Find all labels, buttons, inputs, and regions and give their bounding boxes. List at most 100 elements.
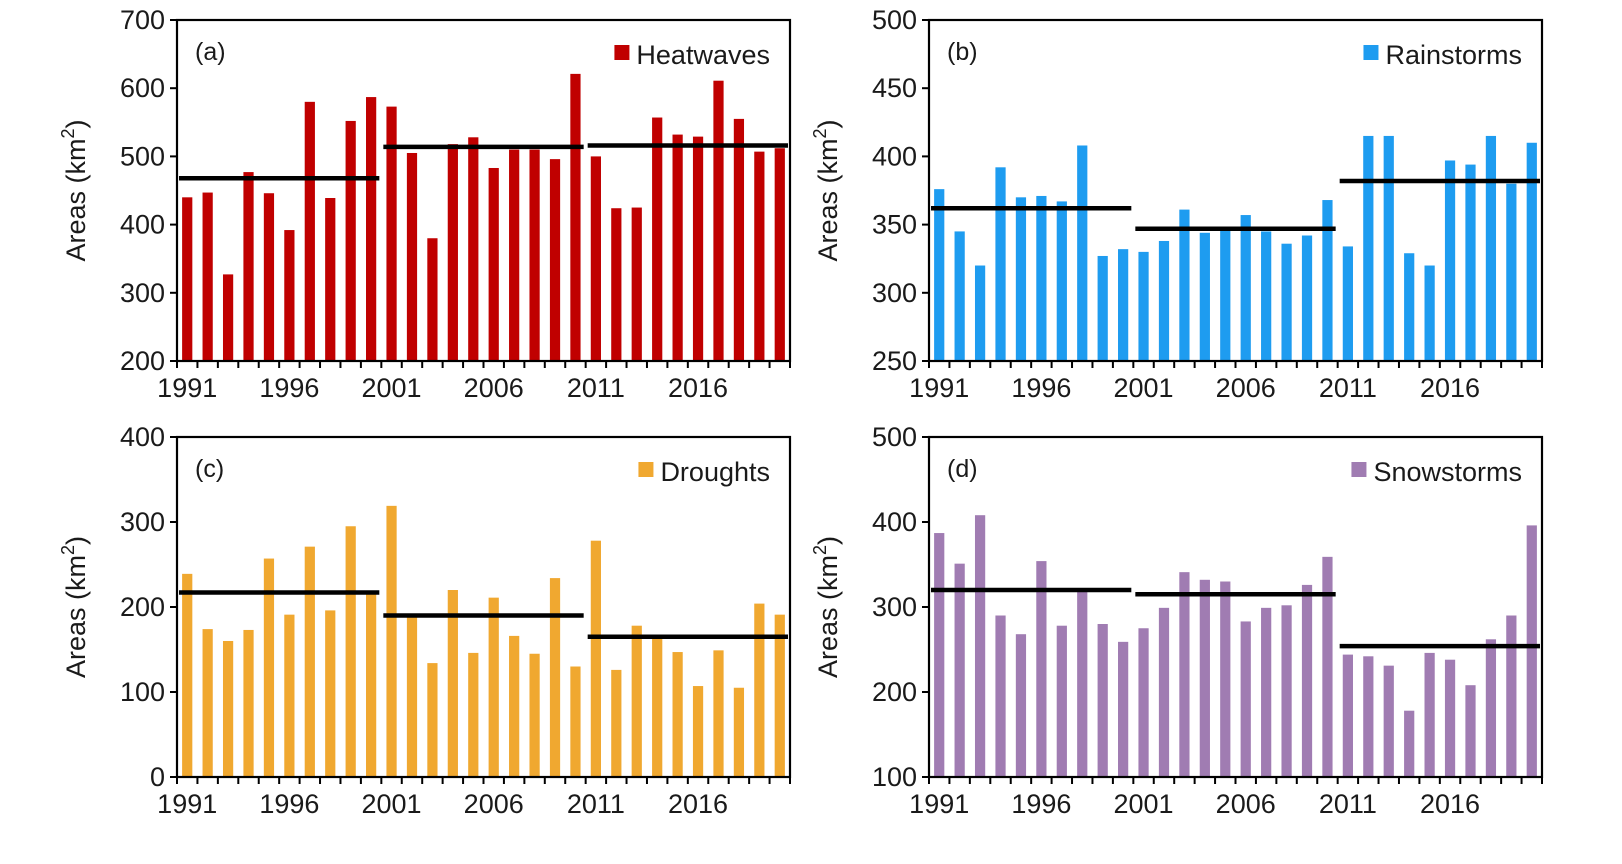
bar-2014 (1404, 710, 1415, 777)
bar-1995 (1015, 634, 1027, 777)
panel-tag: (d) (947, 455, 978, 483)
bar-2016 (692, 686, 704, 777)
bar-2013 (1383, 665, 1394, 777)
bar-1994 (995, 615, 1006, 777)
bar-2018 (733, 687, 745, 777)
bar-2013 (631, 625, 642, 777)
y-axis-label-text: Areas (km (61, 555, 91, 678)
x-tick-label: 2016 (668, 789, 728, 819)
y-tick-label: 300 (872, 278, 917, 308)
bar-2006 (488, 167, 499, 361)
bar-1993 (974, 265, 986, 361)
x-tick-label: 1996 (259, 789, 319, 819)
y-tick-label: 400 (120, 422, 165, 452)
bar-2008 (1281, 243, 1292, 361)
bar-1999 (1097, 255, 1108, 361)
y-tick-label: 400 (120, 210, 165, 240)
bar-1992 (202, 192, 213, 361)
bar-2004 (447, 144, 458, 361)
y-tick-label: 500 (872, 5, 917, 35)
bar-1997 (1056, 201, 1067, 361)
bar-2008 (1281, 605, 1292, 777)
bar-2005 (468, 137, 479, 361)
bar-1997 (304, 101, 315, 361)
bar-1994 (243, 629, 254, 777)
bar-2015 (672, 652, 683, 777)
x-tick-label: 2011 (1319, 373, 1377, 403)
legend-swatch (1363, 45, 1379, 60)
bar-2020 (774, 614, 785, 777)
y-tick-label: 700 (120, 5, 165, 35)
bar-2000 (366, 97, 377, 361)
bar-2016 (1444, 160, 1456, 361)
bar-2017 (713, 650, 724, 777)
x-tick-label: 2016 (1420, 789, 1480, 819)
bar-2009 (549, 159, 561, 361)
y-axis-label-close: ) (61, 119, 91, 128)
bar-1998 (1077, 145, 1088, 361)
bar-2002 (406, 152, 418, 361)
panel-droughts: 0 100 200 300 400 1991 1996 2001 2006 2011 2016 Are… (58, 422, 792, 819)
bar-1993 (222, 641, 234, 777)
y-tick-label: 100 (872, 762, 917, 792)
y-tick-label: 0 (150, 762, 165, 792)
x-tick-label: 1991 (909, 373, 969, 403)
y-tick-label: 500 (120, 141, 165, 171)
bar-2010 (570, 73, 581, 361)
y-tick-label: 200 (872, 677, 917, 707)
bar-1997 (1056, 625, 1067, 777)
bar-1998 (1077, 591, 1088, 777)
bar-1994 (243, 172, 254, 361)
x-tick-label: 2001 (1114, 373, 1174, 403)
bar-2008 (529, 149, 540, 361)
bar-1991 (182, 573, 193, 777)
bar-2011 (590, 540, 601, 777)
bar-1992 (954, 231, 965, 361)
panel-tag: (a) (195, 38, 226, 66)
panel-rainstorms: 250 300 350 400 450 500 1991 1996 2001 2006 2011 20… (810, 5, 1544, 403)
bar-2016 (1444, 659, 1456, 777)
y-axis-label-superscript: 2 (58, 545, 78, 555)
bar-2003 (1179, 209, 1190, 361)
y-tick-label: 250 (872, 346, 917, 376)
bar-2012 (611, 208, 622, 361)
y-axis-label: Areas (km2) (810, 119, 843, 261)
bar-2007 (1261, 607, 1272, 777)
bar-2005 (468, 652, 479, 777)
bar-1996 (1036, 195, 1047, 361)
y-tick-label: 350 (872, 210, 917, 240)
y-axis-label: Areas (km2) (58, 536, 91, 678)
y-tick-label: 450 (872, 73, 917, 103)
x-tick-label: 2011 (1319, 789, 1377, 819)
bar-1999 (345, 120, 356, 361)
bar-2019 (1506, 183, 1517, 361)
bar-1995 (1015, 197, 1027, 361)
bar-2015 (672, 134, 683, 361)
bar-2011 (1342, 246, 1353, 361)
bar-1999 (345, 526, 356, 777)
bar-2014 (1404, 253, 1415, 361)
legend-label: Snowstorms (1373, 457, 1522, 487)
bar-2004 (1199, 579, 1210, 777)
bar-2006 (1240, 215, 1251, 361)
bar-2003 (427, 238, 438, 361)
x-tick-label: 2006 (464, 789, 524, 819)
bar-1999 (1097, 624, 1108, 777)
legend-label: Droughts (660, 457, 770, 487)
y-axis-label-close: ) (61, 536, 91, 545)
y-axis-label-text: Areas (km (61, 138, 91, 261)
x-tick-label: 1991 (157, 789, 217, 819)
bar-2005 (1220, 581, 1231, 777)
bar-2007 (1261, 231, 1272, 361)
bar-2009 (1301, 584, 1313, 777)
y-tick-label: 300 (120, 507, 165, 537)
x-tick-label: 2016 (668, 373, 728, 403)
bar-1991 (182, 197, 193, 361)
bar-2001 (1138, 628, 1149, 777)
bar-1992 (202, 629, 213, 777)
x-tick-label: 1991 (157, 373, 217, 403)
y-axis-label-text: Areas (km (813, 555, 843, 678)
y-tick-label: 200 (120, 592, 165, 622)
bar-2015 (1424, 265, 1435, 361)
